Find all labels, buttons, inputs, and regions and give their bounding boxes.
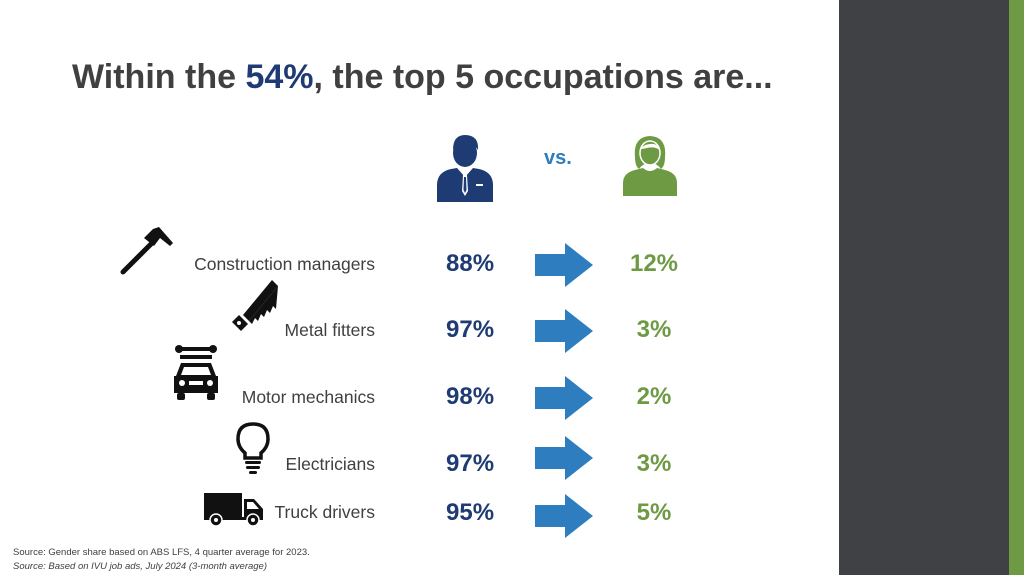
title-highlight: 54% (245, 58, 314, 96)
occupation-label: Motor mechanics (241, 387, 375, 407)
truck-icon (204, 493, 263, 527)
saw-icon (232, 280, 278, 331)
female-percentage: 5% (636, 499, 672, 526)
source-note-ivu: Source: Based on IVU job ads, July 2024 … (13, 561, 268, 572)
arrow-right-icon (535, 309, 593, 353)
male-percentage: 88% (446, 250, 495, 277)
male-percentage: 97% (446, 450, 495, 477)
male-percentage: 98% (446, 383, 495, 410)
businessman-icon (437, 135, 493, 202)
arrow-right-icon (535, 436, 593, 480)
woman-icon (623, 136, 677, 196)
title-suffix: , the top 5 occupations are... (313, 58, 773, 96)
versus-label: vs. (544, 147, 572, 169)
car-wrench-icon (174, 345, 218, 400)
occupation-label: Electricians (285, 454, 375, 474)
arrow-right-icon (535, 494, 593, 538)
occupation-row-metal-fitters: Metal fitters 97% 3% (0, 280, 839, 360)
male-percentage: 97% (446, 316, 495, 343)
occupation-row-construction-managers: Construction managers 88% 12% (0, 227, 839, 294)
title-prefix: Within the (72, 58, 246, 96)
sidebar-accent-stripe (1009, 0, 1024, 575)
female-percentage: 3% (636, 316, 672, 343)
female-percentage: 12% (629, 250, 679, 277)
slide-title: Within the 54%, the top 5 occupations ar… (72, 58, 812, 96)
male-percentage: 95% (446, 499, 495, 526)
hammer-icon (120, 227, 173, 275)
occupation-label: Metal fitters (284, 320, 375, 340)
arrow-right-icon (535, 376, 593, 420)
sidebar-dark-panel (839, 0, 1009, 575)
female-percentage: 2% (636, 383, 672, 410)
source-note-lfs: Source: Gender share based on ABS LFS, 4… (13, 547, 310, 558)
light-bulb-icon (236, 422, 270, 474)
occupation-label: Truck drivers (274, 502, 375, 522)
female-percentage: 3% (636, 450, 672, 477)
occupation-row-electricians: Electricians 97% 3% (0, 422, 839, 494)
occupation-row-motor-mechanics: Motor mechanics 98% 2% (0, 345, 839, 427)
arrow-right-icon (535, 243, 593, 287)
occupation-label: Construction managers (194, 254, 375, 274)
occupation-row-truck-drivers: Truck drivers 95% 5% (0, 486, 839, 546)
